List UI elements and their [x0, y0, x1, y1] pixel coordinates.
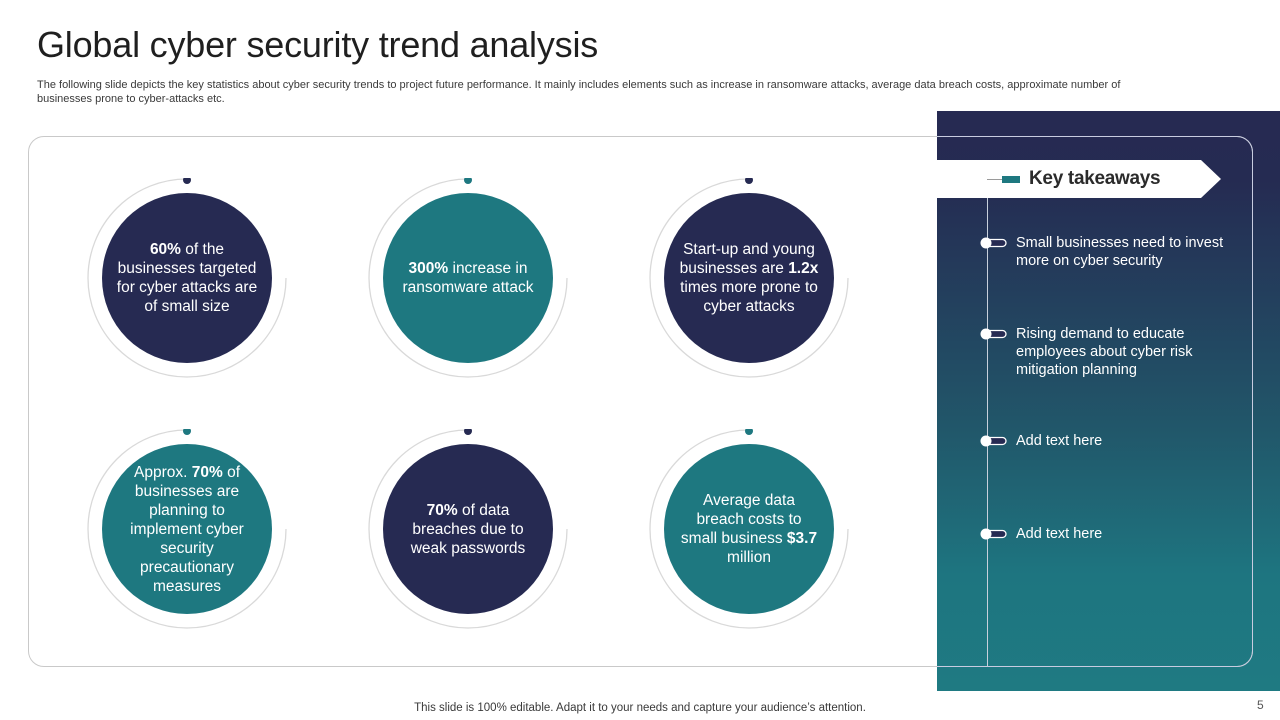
stat-circle: 300% increase in ransomware attack [368, 178, 568, 378]
page-number: 5 [1257, 698, 1264, 712]
progress-ring [87, 178, 287, 378]
stat-circle: Average data breach costs to small busin… [649, 429, 849, 629]
key-takeaways-heading: Key takeaways [1029, 168, 1161, 189]
footer-note: This slide is 100% editable. Adapt it to… [414, 702, 866, 714]
page-subtitle: The following slide depicts the key stat… [37, 79, 1121, 105]
toggle-bullet-icon [980, 435, 1007, 447]
ring-dot-icon [464, 429, 472, 435]
stat-text: Start-up and young businesses are 1.2x t… [664, 193, 834, 363]
progress-ring [368, 178, 568, 378]
stat-circle: Approx. 70% of businesses are planning t… [87, 429, 287, 629]
takeaway-text: Add text here [1016, 526, 1103, 542]
toggle-bullet-icon [980, 237, 1007, 249]
banner-connector-line [987, 179, 1002, 180]
takeaways-panel-background [937, 111, 1280, 691]
takeaways-timeline-line [987, 180, 988, 667]
takeaway-text: Rising demand to educate employees about… [1016, 326, 1193, 378]
banner-marker-icon [1002, 176, 1020, 183]
takeaway-text: Add text here [1016, 433, 1103, 449]
content-frame-right-edge [937, 136, 1253, 667]
ring-dot-icon [183, 429, 191, 435]
progress-ring [368, 429, 568, 629]
stat-text: 60% of the businesses targeted for cyber… [102, 193, 272, 363]
ring-dot-icon [745, 429, 753, 435]
stat-circle: 60% of the businesses targeted for cyber… [87, 178, 287, 378]
stat-text: Average data breach costs to small busin… [664, 444, 834, 614]
stat-circle: Start-up and young businesses are 1.2x t… [649, 178, 849, 378]
takeaway-text: Small businesses need to invest more on … [1016, 235, 1224, 269]
page-title: Global cyber security trend analysis [37, 24, 599, 65]
stat-circle: 70% of data breaches due to weak passwor… [368, 429, 568, 629]
progress-ring [87, 429, 287, 629]
banner-arrow-shape [937, 160, 1221, 198]
toggle-bullet-icon [980, 328, 1007, 340]
ring-dot-icon [464, 178, 472, 184]
stat-text: Approx. 70% of businesses are planning t… [102, 444, 272, 614]
ring-dot-icon [745, 178, 753, 184]
stat-text: 300% increase in ransomware attack [383, 193, 553, 363]
key-takeaways-banner: Key takeaways [937, 160, 1221, 198]
ring-dot-icon [183, 178, 191, 184]
progress-ring [649, 429, 849, 629]
toggle-bullet-icon [980, 528, 1007, 540]
stat-text: 70% of data breaches due to weak passwor… [383, 444, 553, 614]
progress-ring [649, 178, 849, 378]
